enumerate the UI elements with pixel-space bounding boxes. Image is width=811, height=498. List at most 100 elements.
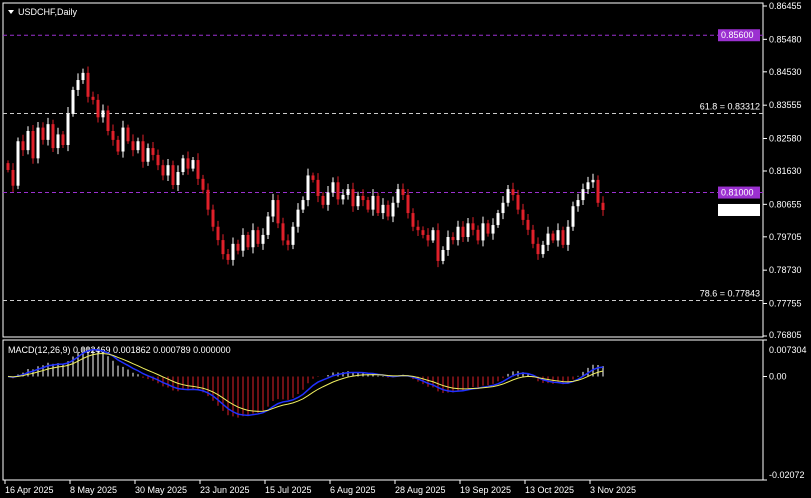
candle-body [116,139,120,152]
candle-body [301,200,305,210]
candle-body [106,110,110,131]
candle-body [331,182,335,193]
candle-body [581,189,585,201]
candle-body [161,165,165,176]
candle-body [521,209,525,220]
candle-body [181,158,185,173]
candle-body [36,127,40,159]
level-price-label: 0.81000 [721,188,754,198]
candle-body [26,130,30,151]
candle-body [366,200,370,210]
macd-signal-line [7,353,604,412]
candle-body [251,230,255,248]
candle-body [446,237,450,250]
fibo-level-label: 61.8 = 0.83312 [700,101,760,111]
x-tick-label: 30 May 2025 [135,485,187,495]
macd-label: MACD(12,26,9) 0.002469 0.001862 0.000789… [8,345,231,355]
macd-pane-border [2,339,764,481]
x-tick-label: 19 Sep 2025 [460,485,511,495]
collapse-triangle-icon[interactable] [8,10,14,14]
candle-body [191,160,195,169]
candle-body [431,230,435,241]
x-tick-label: 15 Jul 2025 [265,485,312,495]
level-price-tag [718,29,760,42]
candle-body [436,230,440,261]
candle-body [586,182,590,190]
candle-body [346,189,350,195]
x-tick-label: 6 Aug 2025 [330,485,376,495]
candle-body [276,200,280,224]
candle-body [456,226,460,241]
candle-body [381,204,385,214]
candle-body [396,189,400,203]
candle-body [6,163,10,170]
candle-body [571,206,575,227]
candle-body [11,169,15,186]
candle-body [441,249,445,261]
candle-body [546,233,550,245]
candle-body [511,189,515,195]
candle-body [421,230,425,235]
y-tick-label: 0.78730 [769,265,802,275]
candle-body [31,130,35,159]
candle-body [226,254,230,260]
candle-body [281,223,285,241]
candle-body [76,80,80,90]
candle-body [531,229,535,244]
candle-body [411,213,415,227]
x-tick-label: 28 Aug 2025 [395,485,446,495]
candle-body [361,195,365,201]
y-tick-label: 0.84530 [769,67,802,77]
candle-body [311,175,315,180]
candle-body [241,234,245,251]
candle-body [561,230,565,245]
candle-body [246,234,250,248]
candle-body [576,200,580,207]
candle-body [536,243,540,255]
x-tick-label: 16 Apr 2025 [5,485,54,495]
x-tick-label: 3 Nov 2025 [590,485,636,495]
candle-body [391,202,395,217]
y-tick-label: 0.86455 [769,1,802,11]
candle-body [341,194,345,200]
candle-body [266,216,270,235]
candle-body [256,230,260,244]
candle-body [66,113,70,146]
current-price-tag [718,203,760,216]
candle-body [386,204,390,217]
candle-body [56,134,60,149]
y-tick-label: 0.82580 [769,134,802,144]
candle-body [196,160,200,179]
candle-body [286,240,290,245]
candle-body [371,195,375,210]
candle-body [591,179,595,183]
y-tick-label: 0.80655 [769,199,802,209]
candle-body [186,158,190,169]
candle-body [101,110,105,118]
level-price-tag [718,186,760,199]
current-price-label: 0.80495 [721,205,754,215]
candle-body [166,165,170,176]
candle-body [86,72,90,97]
candle-body [51,124,55,149]
candle-body [126,127,130,142]
main-pane-border [2,2,764,338]
candle-body [261,234,265,244]
candle-body [71,89,75,114]
candle-body [541,244,545,255]
candle-body [501,202,505,214]
candle-body [16,141,20,186]
candle-body [121,127,125,152]
candle-body [21,141,25,151]
macd-line [7,348,604,417]
candle-body [556,230,560,241]
y-tick-label: 0.81630 [769,166,802,176]
candle-body [321,195,325,205]
candle-body [416,226,420,231]
candle-body [91,96,95,100]
candle-body [41,127,45,140]
y-tick-label: 0.83555 [769,100,802,110]
candle-body [46,124,50,140]
candle-body [566,226,570,245]
